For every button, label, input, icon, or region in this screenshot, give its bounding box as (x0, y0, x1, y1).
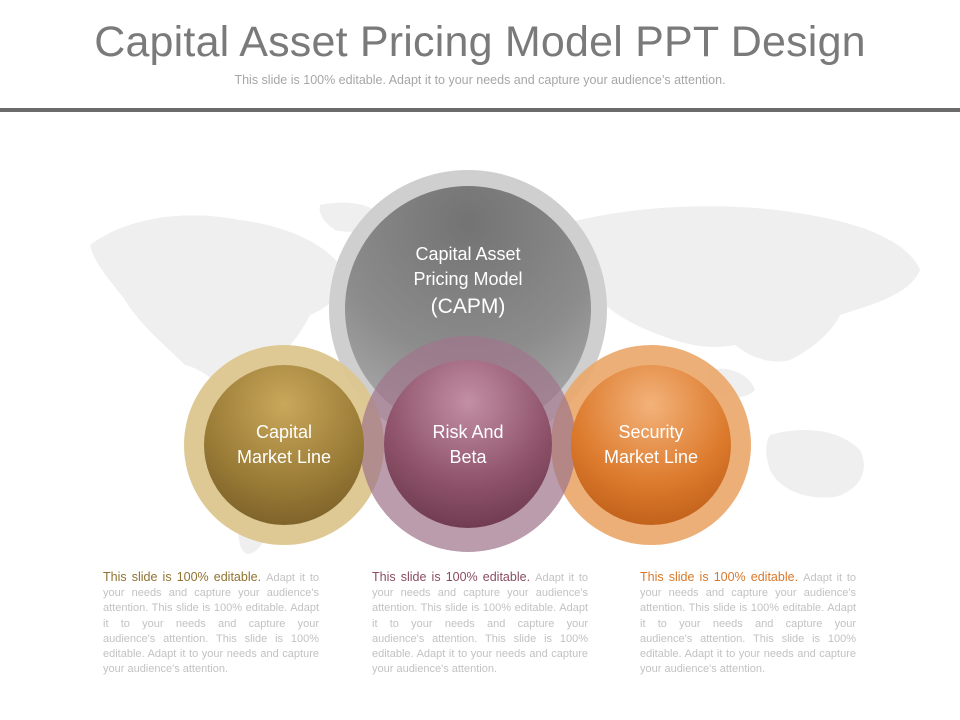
description-security-market-line: This slide is 100% editable. Adapt it to… (640, 570, 856, 677)
capital-market-line-label: Capital Market Line (236, 422, 332, 467)
slide-title: Capital Asset Pricing Model PPT Design (94, 18, 866, 66)
description-capital-market-line: This slide is 100% editable. Adapt it to… (103, 570, 319, 677)
capital-market-line-circle (204, 365, 364, 525)
security-market-line-label: Security Market Line (603, 422, 699, 467)
description-lead: This slide is 100% editable. (372, 570, 536, 584)
description-lead: This slide is 100% editable. (103, 570, 267, 584)
description-risk-and-beta: This slide is 100% editable. Adapt it to… (372, 570, 588, 677)
risk-and-beta-circle (384, 360, 552, 528)
risk-and-beta-label: Risk And Beta (432, 422, 504, 467)
description-body: Adapt it to your needs and capture your … (372, 572, 588, 676)
slide-subtitle: This slide is 100% editable. Adapt it to… (234, 73, 726, 87)
header-divider (0, 108, 960, 112)
capm-label: Capital Asset Pricing Model (CAPM) (413, 244, 523, 318)
description-body: Adapt it to your needs and capture your … (103, 572, 319, 676)
description-body: Adapt it to your needs and capture your … (640, 572, 856, 676)
description-lead: This slide is 100% editable. (640, 570, 804, 584)
security-market-line-circle (571, 365, 731, 525)
